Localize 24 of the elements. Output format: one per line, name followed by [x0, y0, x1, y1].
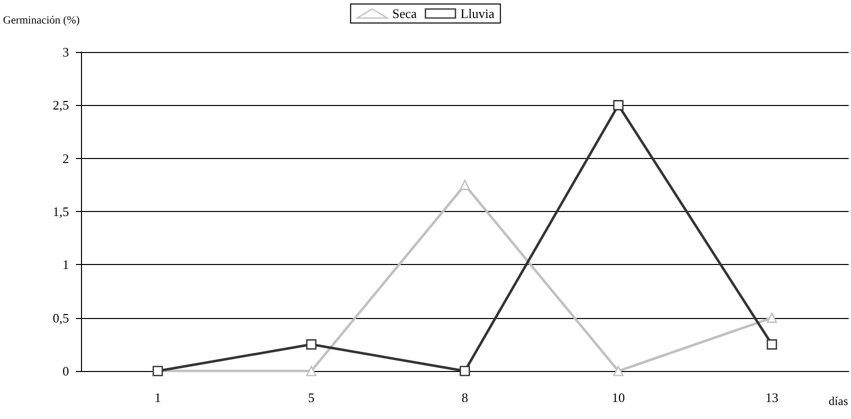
x-tick-label: 13 — [765, 390, 778, 405]
legend-label: Lluvia — [460, 6, 495, 21]
y-tick-label: 3 — [62, 44, 69, 60]
point — [766, 339, 778, 350]
y-tick-label: 0,5 — [52, 310, 69, 326]
x-tick-label: 10 — [612, 390, 625, 405]
point — [306, 366, 316, 376]
y-axis-title: Germinación (%) — [3, 14, 80, 26]
x-axis-title: días — [828, 394, 848, 408]
x-tick-label: 5 — [308, 390, 315, 405]
point — [460, 366, 470, 376]
point — [613, 366, 624, 376]
y-tick-label: 2 — [62, 150, 69, 166]
point — [613, 100, 624, 110]
x-tick-label: 8 — [462, 390, 468, 405]
point — [460, 180, 470, 190]
y-tick-label: 1,5 — [52, 204, 69, 219]
x-tick-label: 1 — [154, 390, 162, 405]
y-tick-label: 2,5 — [52, 98, 69, 113]
legend-label: Seca — [392, 6, 418, 21]
y-tick-label: 0 — [62, 364, 69, 378]
y-tick-label: 1 — [62, 257, 69, 272]
point — [766, 312, 778, 323]
point — [306, 339, 316, 350]
